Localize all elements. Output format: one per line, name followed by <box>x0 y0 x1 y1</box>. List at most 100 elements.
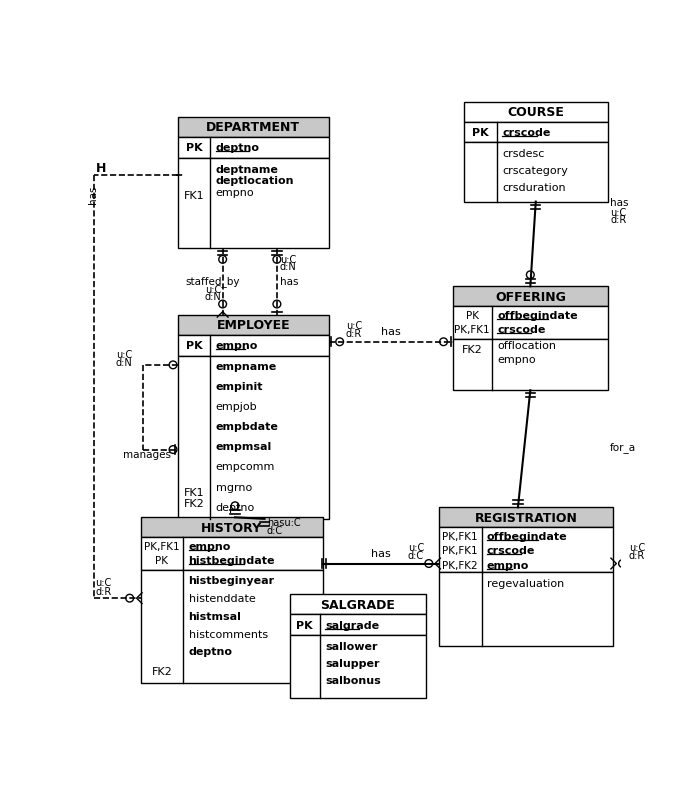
Text: HISTORY: HISTORY <box>201 521 262 534</box>
Text: PK: PK <box>155 555 168 565</box>
Text: crscode: crscode <box>497 324 545 334</box>
Text: histcomments: histcomments <box>188 629 268 639</box>
Text: empjob: empjob <box>216 402 257 412</box>
Bar <box>178 315 329 335</box>
Text: u:C: u:C <box>280 254 296 265</box>
Bar <box>178 356 329 519</box>
Text: deptlocation: deptlocation <box>216 176 294 186</box>
Text: crscode: crscode <box>502 128 551 138</box>
Text: has: has <box>610 198 629 209</box>
Text: d:N: d:N <box>280 262 297 272</box>
Text: u:C: u:C <box>205 285 221 294</box>
Bar <box>141 517 323 537</box>
Text: crscode: crscode <box>487 545 535 556</box>
Text: PK: PK <box>473 128 489 138</box>
Text: PK: PK <box>297 620 313 630</box>
Text: manages: manages <box>124 450 171 460</box>
Text: offlocation: offlocation <box>497 340 556 350</box>
Bar <box>453 307 608 339</box>
Text: u:C: u:C <box>116 350 132 360</box>
Text: empbdate: empbdate <box>216 422 279 432</box>
Bar <box>178 335 329 356</box>
Text: empname: empname <box>216 362 277 372</box>
Text: histmsal: histmsal <box>188 611 241 621</box>
Text: d:N: d:N <box>116 358 132 367</box>
Text: offbegindate: offbegindate <box>497 310 578 321</box>
Text: has: has <box>381 326 401 337</box>
Text: empcomm: empcomm <box>216 462 275 472</box>
Bar <box>439 528 613 573</box>
Text: has: has <box>280 277 299 286</box>
Text: staffed_by: staffed_by <box>186 276 240 287</box>
Bar <box>290 635 426 699</box>
Bar <box>141 537 323 570</box>
Text: u:C: u:C <box>610 208 627 217</box>
Text: OFFERING: OFFERING <box>495 290 566 303</box>
Text: PK: PK <box>186 143 202 153</box>
Bar <box>178 118 329 138</box>
Text: histbeginyear: histbeginyear <box>188 576 275 585</box>
Text: empinit: empinit <box>216 382 263 392</box>
Text: DEPARTMENT: DEPARTMENT <box>206 121 300 134</box>
Text: d:N: d:N <box>205 292 221 302</box>
Text: FK1: FK1 <box>184 191 204 200</box>
Text: d:R: d:R <box>629 550 645 561</box>
Text: EMPLOYEE: EMPLOYEE <box>217 319 290 332</box>
Text: deptno: deptno <box>216 143 259 153</box>
Bar <box>178 159 329 249</box>
Text: salupper: salupper <box>325 658 380 668</box>
Text: has: has <box>371 548 391 558</box>
Text: FK2: FK2 <box>184 499 204 508</box>
Bar <box>290 594 426 614</box>
Text: FK2: FK2 <box>462 344 482 354</box>
Text: u:C: u:C <box>95 577 112 587</box>
Text: PK: PK <box>186 341 202 350</box>
Text: crscategory: crscategory <box>502 166 569 176</box>
Text: histenddate: histenddate <box>188 593 255 603</box>
Text: d:R: d:R <box>610 215 627 225</box>
Text: PK: PK <box>466 310 479 321</box>
Bar <box>439 573 613 646</box>
Bar <box>453 287 608 307</box>
Text: histbegindate: histbegindate <box>188 555 275 565</box>
Text: regevaluation: regevaluation <box>487 578 564 588</box>
Text: u:C: u:C <box>629 542 645 552</box>
Text: PK,FK1: PK,FK1 <box>455 324 490 334</box>
Text: SALGRADE: SALGRADE <box>320 598 395 611</box>
Text: salgrade: salgrade <box>325 620 379 630</box>
Text: deptname: deptname <box>216 164 279 174</box>
Text: crsduration: crsduration <box>502 183 566 192</box>
Text: empno: empno <box>497 354 535 364</box>
Bar <box>464 143 608 202</box>
Text: d:R: d:R <box>346 328 362 338</box>
Text: for_a: for_a <box>610 441 636 452</box>
Text: empno: empno <box>216 188 255 198</box>
Text: sallower: sallower <box>325 641 377 651</box>
Text: mgrno: mgrno <box>216 482 252 492</box>
Text: FK2: FK2 <box>151 666 172 676</box>
Text: FK1: FK1 <box>184 488 204 497</box>
Bar <box>178 138 329 159</box>
Text: COURSE: COURSE <box>508 106 564 119</box>
Text: u:C: u:C <box>408 542 424 552</box>
Text: u:C: u:C <box>346 321 362 330</box>
Text: crsdesc: crsdesc <box>502 149 545 159</box>
Bar <box>141 570 323 683</box>
Text: empno: empno <box>487 561 529 570</box>
Text: REGISTRATION: REGISTRATION <box>475 511 578 525</box>
Text: d:C: d:C <box>408 550 424 561</box>
Bar <box>290 614 426 635</box>
Text: empno: empno <box>188 541 231 551</box>
Text: d:R: d:R <box>95 586 112 597</box>
Text: d:C: d:C <box>267 525 283 535</box>
Text: salbonus: salbonus <box>325 675 381 685</box>
Text: has: has <box>88 185 98 204</box>
Text: deptno: deptno <box>216 502 255 512</box>
Bar <box>453 339 608 391</box>
Text: PK,FK2: PK,FK2 <box>442 561 478 570</box>
Text: PK,FK1: PK,FK1 <box>144 541 179 551</box>
Text: empno: empno <box>216 341 258 350</box>
Text: deptno: deptno <box>188 646 233 657</box>
Text: hasu:C: hasu:C <box>267 517 300 528</box>
Bar <box>439 508 613 528</box>
